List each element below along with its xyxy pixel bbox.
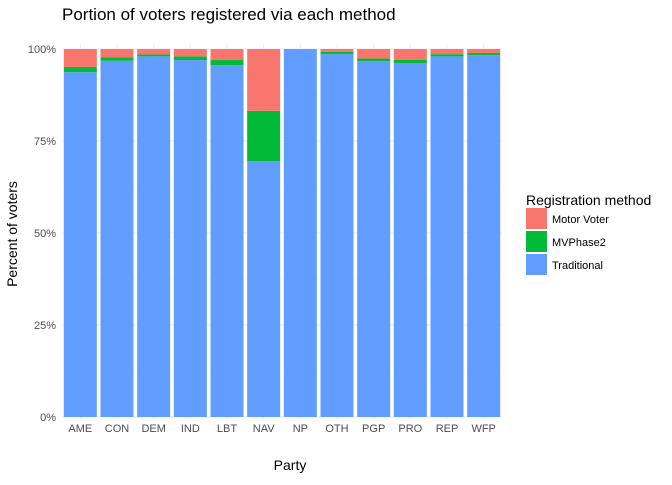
bar-segment-lbt-mvphase2 bbox=[210, 60, 244, 66]
bar-segment-pgp-motor-voter bbox=[357, 49, 391, 59]
bar-segment-ame-traditional bbox=[63, 72, 97, 418]
bar-segment-con-traditional bbox=[100, 60, 134, 417]
y-tick-label: 100% bbox=[28, 44, 56, 56]
legend-label: Motor Voter bbox=[552, 214, 609, 226]
bar-segment-pro-mvphase2 bbox=[393, 59, 427, 63]
bar-segment-wfp-mvphase2 bbox=[467, 53, 501, 56]
bar-segment-pro-motor-voter bbox=[393, 49, 427, 60]
bar-segment-wfp-motor-voter bbox=[467, 49, 501, 54]
y-tick-label: 25% bbox=[34, 320, 56, 332]
x-tick-label: WFP bbox=[471, 423, 495, 435]
y-axis-title: Percent of voters bbox=[4, 181, 20, 287]
x-tick-label: OTH bbox=[325, 423, 348, 435]
legend-label: Traditional bbox=[552, 260, 603, 272]
bar-segment-ind-traditional bbox=[173, 60, 207, 417]
bar-segment-pro-traditional bbox=[393, 62, 427, 417]
bar-segment-dem-motor-voter bbox=[137, 49, 171, 55]
bar-segment-dem-mvphase2 bbox=[137, 54, 171, 57]
bar-segment-np-traditional bbox=[283, 49, 317, 417]
y-axis-ticks: 0% 25% 50% 75% 100% bbox=[28, 44, 56, 424]
bar-segment-ind-motor-voter bbox=[173, 49, 207, 57]
x-tick-label: PRO bbox=[398, 423, 422, 435]
legend-label: MVPhase2 bbox=[552, 237, 606, 249]
legend: Registration method Motor Voter MVPhase2 T… bbox=[526, 192, 651, 275]
bar-segment-lbt-traditional bbox=[210, 65, 244, 417]
bar-segment-oth-traditional bbox=[320, 54, 354, 417]
x-tick-label: DEM bbox=[141, 423, 165, 435]
y-tick-label: 75% bbox=[34, 136, 56, 148]
bar-segment-con-motor-voter bbox=[100, 49, 134, 58]
y-tick-label: 0% bbox=[40, 412, 56, 424]
legend-items: Motor Voter MVPhase2 Traditional bbox=[526, 208, 609, 275]
chart-title: Portion of voters registered via each me… bbox=[62, 5, 396, 24]
x-tick-label: NAV bbox=[253, 423, 275, 435]
x-tick-label: CON bbox=[105, 423, 130, 435]
bar-segment-nav-motor-voter bbox=[247, 49, 281, 111]
bar-segment-pgp-traditional bbox=[357, 61, 391, 417]
bar-segment-con-mvphase2 bbox=[100, 57, 134, 61]
bar-segment-dem-traditional bbox=[137, 56, 171, 418]
bar-segment-rep-traditional bbox=[430, 56, 464, 418]
x-tick-label: NP bbox=[293, 423, 308, 435]
legend-title: Registration method bbox=[526, 192, 651, 208]
bar-segment-nav-traditional bbox=[247, 161, 281, 417]
x-tick-label: AME bbox=[68, 423, 92, 435]
x-tick-label: IND bbox=[181, 423, 200, 435]
bars bbox=[63, 49, 501, 418]
legend-key bbox=[526, 208, 547, 229]
bar-segment-lbt-motor-voter bbox=[210, 49, 244, 61]
bar-segment-nav-mvphase2 bbox=[247, 110, 281, 162]
x-tick-label: REP bbox=[436, 423, 459, 435]
y-tick-label: 50% bbox=[34, 228, 56, 240]
bar-segment-ame-mvphase2 bbox=[63, 67, 97, 73]
bar-segment-ame-motor-voter bbox=[63, 49, 97, 68]
legend-key bbox=[526, 231, 547, 252]
x-axis-ticks: AME CON DEM IND LBT NAV NP OTH PGP PRO REP WFP bbox=[68, 423, 495, 435]
x-axis-title: Party bbox=[274, 457, 307, 473]
x-tick-label: LBT bbox=[217, 423, 237, 435]
bar-segment-rep-motor-voter bbox=[430, 49, 464, 55]
bar-segment-ind-mvphase2 bbox=[173, 56, 207, 61]
bar-segment-pgp-mvphase2 bbox=[357, 58, 391, 62]
bar-segment-wfp-traditional bbox=[467, 55, 501, 417]
x-tick-label: PGP bbox=[362, 423, 385, 435]
legend-key bbox=[526, 254, 547, 275]
bar-segment-rep-mvphase2 bbox=[430, 54, 464, 57]
bar-segment-oth-mvphase2 bbox=[320, 51, 354, 55]
bar-segment-oth-motor-voter bbox=[320, 49, 354, 52]
